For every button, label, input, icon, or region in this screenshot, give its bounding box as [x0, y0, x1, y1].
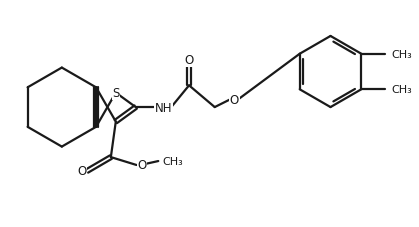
Text: CH₃: CH₃ [391, 49, 412, 59]
Text: O: O [77, 165, 86, 178]
Text: NH: NH [155, 101, 172, 114]
Text: O: O [137, 159, 147, 172]
Text: CH₃: CH₃ [162, 156, 183, 166]
Text: CH₃: CH₃ [391, 85, 412, 95]
Text: O: O [184, 54, 194, 67]
Text: S: S [112, 87, 119, 100]
Text: O: O [230, 93, 239, 106]
